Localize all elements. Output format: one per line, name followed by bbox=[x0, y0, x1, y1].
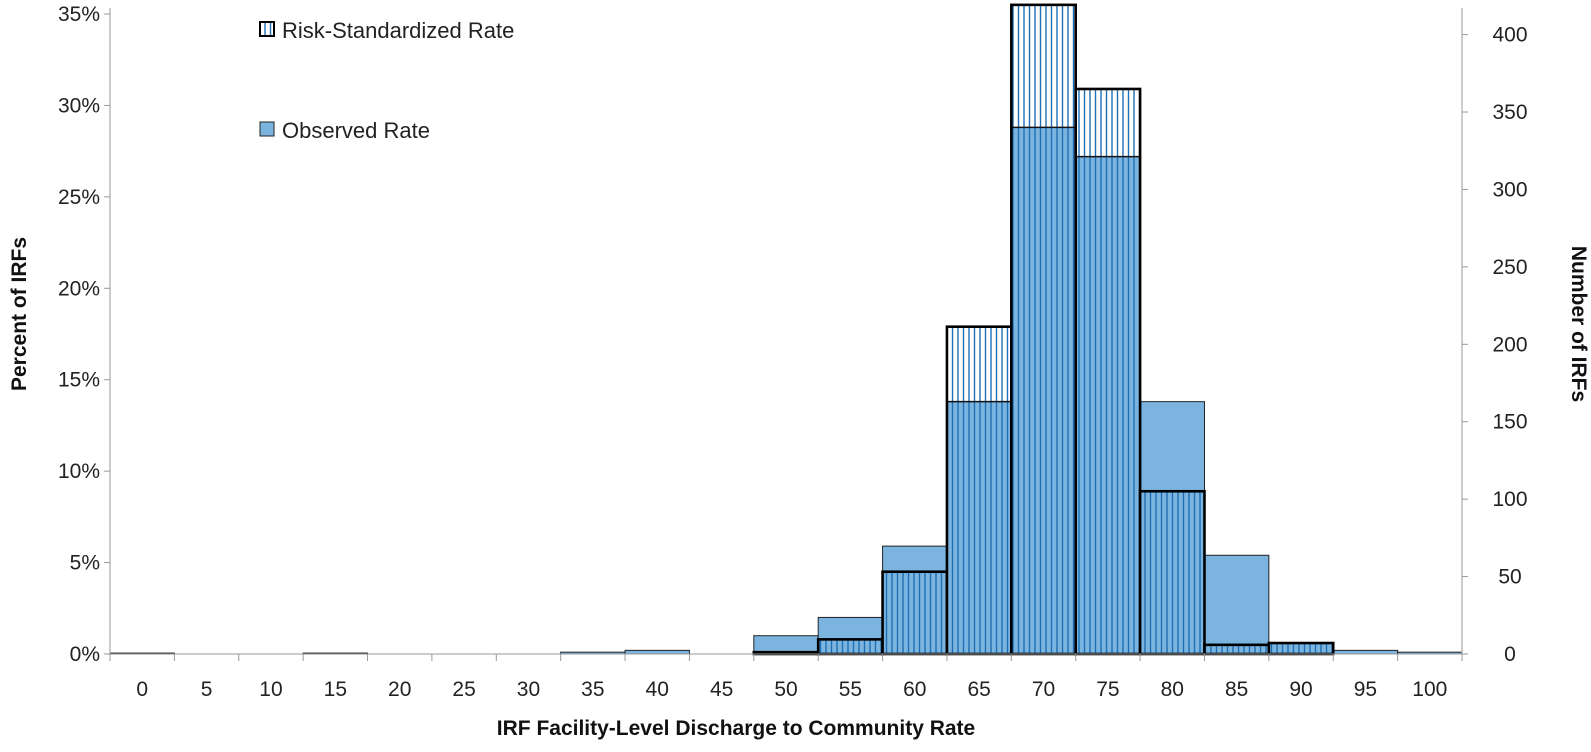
y-tick-label: 5% bbox=[70, 552, 100, 575]
risk-bar-overlap-55 bbox=[818, 639, 883, 654]
x-tick-label: 0 bbox=[136, 678, 148, 701]
x-tick-label: 55 bbox=[839, 678, 862, 701]
x-tick-label: 35 bbox=[581, 678, 604, 701]
y2-tick-label: 400 bbox=[1492, 24, 1527, 47]
y-tick-label: 20% bbox=[58, 277, 100, 300]
observed-bar-95 bbox=[1332, 649, 1399, 655]
risk-bar-overlap-70 bbox=[1011, 127, 1076, 654]
x-axis-title: IRF Facility-Level Discharge to Communit… bbox=[497, 717, 975, 740]
y2-tick-label: 150 bbox=[1492, 411, 1527, 434]
risk-bar-overlap-85 bbox=[1204, 644, 1269, 654]
y-tick-label: 10% bbox=[58, 460, 100, 483]
y-tick-label: 35% bbox=[58, 3, 100, 26]
x-tick-label: 15 bbox=[324, 678, 347, 701]
x-tick-label: 5 bbox=[201, 678, 213, 701]
observed-bar-85 bbox=[1203, 554, 1270, 655]
legend-item-observed: Observed Rate bbox=[259, 118, 430, 143]
risk-bar-90 bbox=[1267, 641, 1335, 656]
x-tick-label: 95 bbox=[1354, 678, 1377, 701]
risk-bar-overlap-90 bbox=[1268, 643, 1334, 654]
y-tick-label: 25% bbox=[58, 186, 100, 209]
x-tick-label: 65 bbox=[967, 678, 990, 701]
x-tick-label: 45 bbox=[710, 678, 733, 701]
risk-bar-overlap-75 bbox=[1075, 156, 1141, 654]
y2-tick-label: 50 bbox=[1498, 566, 1521, 589]
y-tick-label: 0% bbox=[70, 643, 100, 666]
y2-tick-label: 250 bbox=[1492, 256, 1527, 279]
risk-bar-60 bbox=[881, 570, 949, 656]
y-tick-label: 15% bbox=[58, 369, 100, 392]
x-tick-label: 25 bbox=[452, 678, 475, 701]
x-tick-label: 40 bbox=[646, 678, 669, 701]
x-tick-label: 85 bbox=[1225, 678, 1248, 701]
legend-item-risk-standardized: Risk-Standardized Rate bbox=[259, 18, 514, 43]
risk-bar-overlap-65 bbox=[946, 401, 1012, 654]
risk-standardized-rate-bars bbox=[752, 3, 1335, 656]
legend-swatch-risk bbox=[259, 21, 275, 37]
y2-axis-title: Number of IRFs bbox=[1567, 246, 1590, 402]
risk-bar-overlap-80 bbox=[1140, 491, 1205, 654]
risk-bar-upper-70 bbox=[1011, 4, 1076, 128]
legend-swatch-observed bbox=[259, 121, 275, 137]
x-tick-label: 70 bbox=[1032, 678, 1055, 701]
x-tick-label: 100 bbox=[1412, 678, 1447, 701]
observed-bar-40 bbox=[624, 649, 690, 655]
risk-bar-80 bbox=[1138, 489, 1206, 656]
legend-label-observed: Observed Rate bbox=[282, 118, 430, 143]
risk-bar-overlap-60 bbox=[882, 571, 947, 654]
axes: 0%5%10%15%20%25%30%35%050100150200250300… bbox=[8, 3, 1590, 740]
risk-bar-upper-65 bbox=[946, 326, 1012, 402]
risk-bar-65 bbox=[945, 325, 1013, 656]
x-tick-label: 20 bbox=[388, 678, 411, 701]
legend-label-risk: Risk-Standardized Rate bbox=[282, 18, 514, 43]
risk-bar-upper-75 bbox=[1075, 88, 1141, 157]
x-tick-label: 60 bbox=[903, 678, 926, 701]
risk-bar-55 bbox=[816, 638, 884, 656]
observed-rate-bars bbox=[109, 126, 1463, 655]
y-axis-title: Percent of IRFs bbox=[8, 237, 31, 391]
x-tick-label: 30 bbox=[517, 678, 540, 701]
legend: Risk-Standardized Rate Observed Rate bbox=[259, 18, 514, 143]
y-tick-label: 30% bbox=[58, 94, 100, 117]
x-tick-label: 10 bbox=[259, 678, 282, 701]
y2-tick-label: 300 bbox=[1492, 178, 1527, 201]
risk-bar-70 bbox=[1010, 3, 1078, 656]
x-tick-label: 50 bbox=[774, 678, 797, 701]
risk-bar-85 bbox=[1203, 643, 1271, 656]
y2-tick-label: 350 bbox=[1492, 101, 1527, 124]
y2-tick-label: 100 bbox=[1492, 488, 1527, 511]
y2-tick-label: 0 bbox=[1504, 643, 1516, 666]
risk-bar-75 bbox=[1074, 87, 1142, 656]
x-tick-label: 80 bbox=[1161, 678, 1184, 701]
x-tick-label: 75 bbox=[1096, 678, 1119, 701]
x-tick-label: 90 bbox=[1289, 678, 1312, 701]
y2-tick-label: 200 bbox=[1492, 333, 1527, 356]
